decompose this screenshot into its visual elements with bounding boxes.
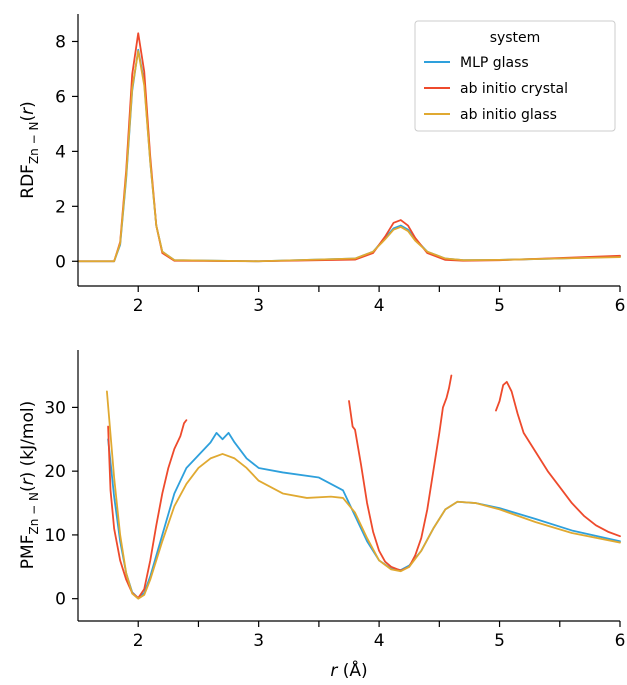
pmf-x-tick-label: 4 [374,631,385,651]
pmf-y-ticks: 0 10 20 30 [44,398,78,610]
pmf-x-tick-label: 6 [615,631,626,651]
rdf-panel: 2 3 4 5 6 0 2 4 6 8 RDFZn − N(r) system MLP glas… [18,14,625,316]
rdf-x-tick-label: 2 [133,296,144,316]
rdf-y-tick-label: 0 [55,252,66,272]
legend-label-ab-initio-crystal: ab initio crystal [460,81,568,97]
rdf-x-tick-label: 5 [494,296,505,316]
rdf-y-ticks: 0 2 4 6 8 [55,32,78,272]
rdf-y-tick-label: 8 [55,32,66,52]
legend-label-ab-initio-glass: ab initio glass [460,107,557,123]
pmf-lines [106,374,621,600]
legend-box [414,20,616,132]
rdf-line-ab-initio-crystal [77,32,621,263]
rdf-x-tick-label: 4 [374,296,385,316]
pmf-y-tick-label: 0 [55,590,66,610]
pmf-x-tick-label: 2 [133,631,144,651]
rdf-x-tick-label: 6 [615,296,626,316]
legend-title: system [490,30,541,46]
pmf-y-tick-label: 30 [44,398,66,418]
rdf-line-ab-initio-glass [77,50,621,263]
rdf-y-tick-label: 4 [55,142,66,162]
rdf-y-tick-label: 2 [55,197,66,217]
pmf-line-ab-initio-glass [106,390,621,600]
pmf-y-axis-label: PMFZn − N(r) (kJ/mol) [18,401,41,569]
rdf-lines [77,32,621,263]
rdf-y-axis-label: RDFZn − N(r) [18,101,41,198]
pmf-y-tick-label: 20 [44,462,66,482]
pmf-x-tick-label: 3 [253,631,264,651]
rdf-x-tick-label: 3 [253,296,264,316]
rdf-y-tick-label: 6 [55,87,66,107]
pmf-x-tick-label: 5 [494,631,505,651]
pmf-line-mlp-glass [107,431,621,599]
pmf-y-tick-label: 10 [44,526,66,546]
legend: system MLP glass ab initio crystal ab in… [414,20,616,132]
pmf-x-ticks: 2 3 4 5 6 [133,621,626,651]
pmf-x-axis-label: r (Å) [330,659,367,681]
rdf-x-ticks: 2 3 4 5 6 [133,286,626,316]
legend-label-mlp-glass: MLP glass [460,55,529,71]
pmf-panel: 2 3 4 5 6 0 10 20 30 PMFZn − N(r) (kJ/mol) r (Å… [18,350,625,681]
